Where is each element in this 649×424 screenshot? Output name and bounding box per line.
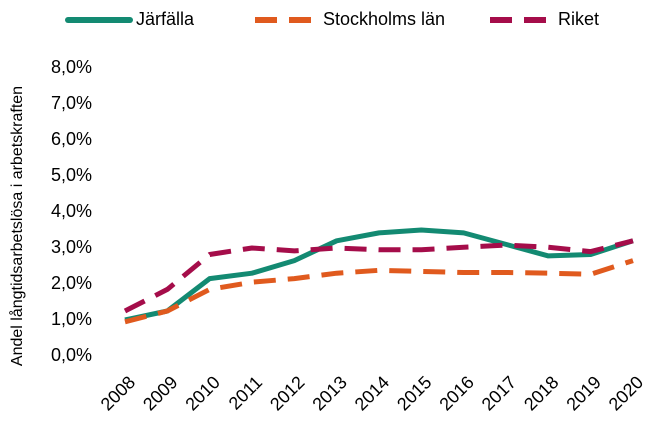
y-tick-label: 4,0% [51,201,92,221]
x-tick-label: 2016 [435,372,477,414]
y-tick-label: 1,0% [51,309,92,329]
x-tick-label: 2014 [351,372,393,414]
x-tick-label: 2012 [266,372,308,414]
y-tick-label: 5,0% [51,165,92,185]
y-tick-label: 3,0% [51,237,92,257]
x-tick-label: 2019 [562,372,604,414]
legend-label: Stockholms län [323,9,445,29]
x-tick-label: 2018 [520,372,562,414]
y-axis-label: Andel långtidsarbetslösa i arbetskraften [8,86,26,366]
x-tick-label: 2010 [181,372,223,414]
x-tick-label: 2017 [478,372,520,414]
legend-label: Riket [558,9,599,29]
x-tick-label: 2008 [97,372,139,414]
y-tick-label: 8,0% [51,57,92,77]
x-tick-label: 2009 [139,372,181,414]
x-tick-label: 2011 [225,372,267,414]
series-line [124,258,634,325]
x-tick-label: 2020 [605,372,647,414]
x-tick-label: 2015 [393,372,435,414]
legend-label: Järfälla [136,9,195,29]
y-tick-label: 6,0% [51,129,92,149]
x-tick-label: 2013 [308,372,350,414]
y-tick-label: 0,0% [51,345,92,365]
y-tick-label: 7,0% [51,93,92,113]
y-tick-label: 2,0% [51,273,92,293]
series-line [123,238,634,314]
series-line [124,227,634,323]
